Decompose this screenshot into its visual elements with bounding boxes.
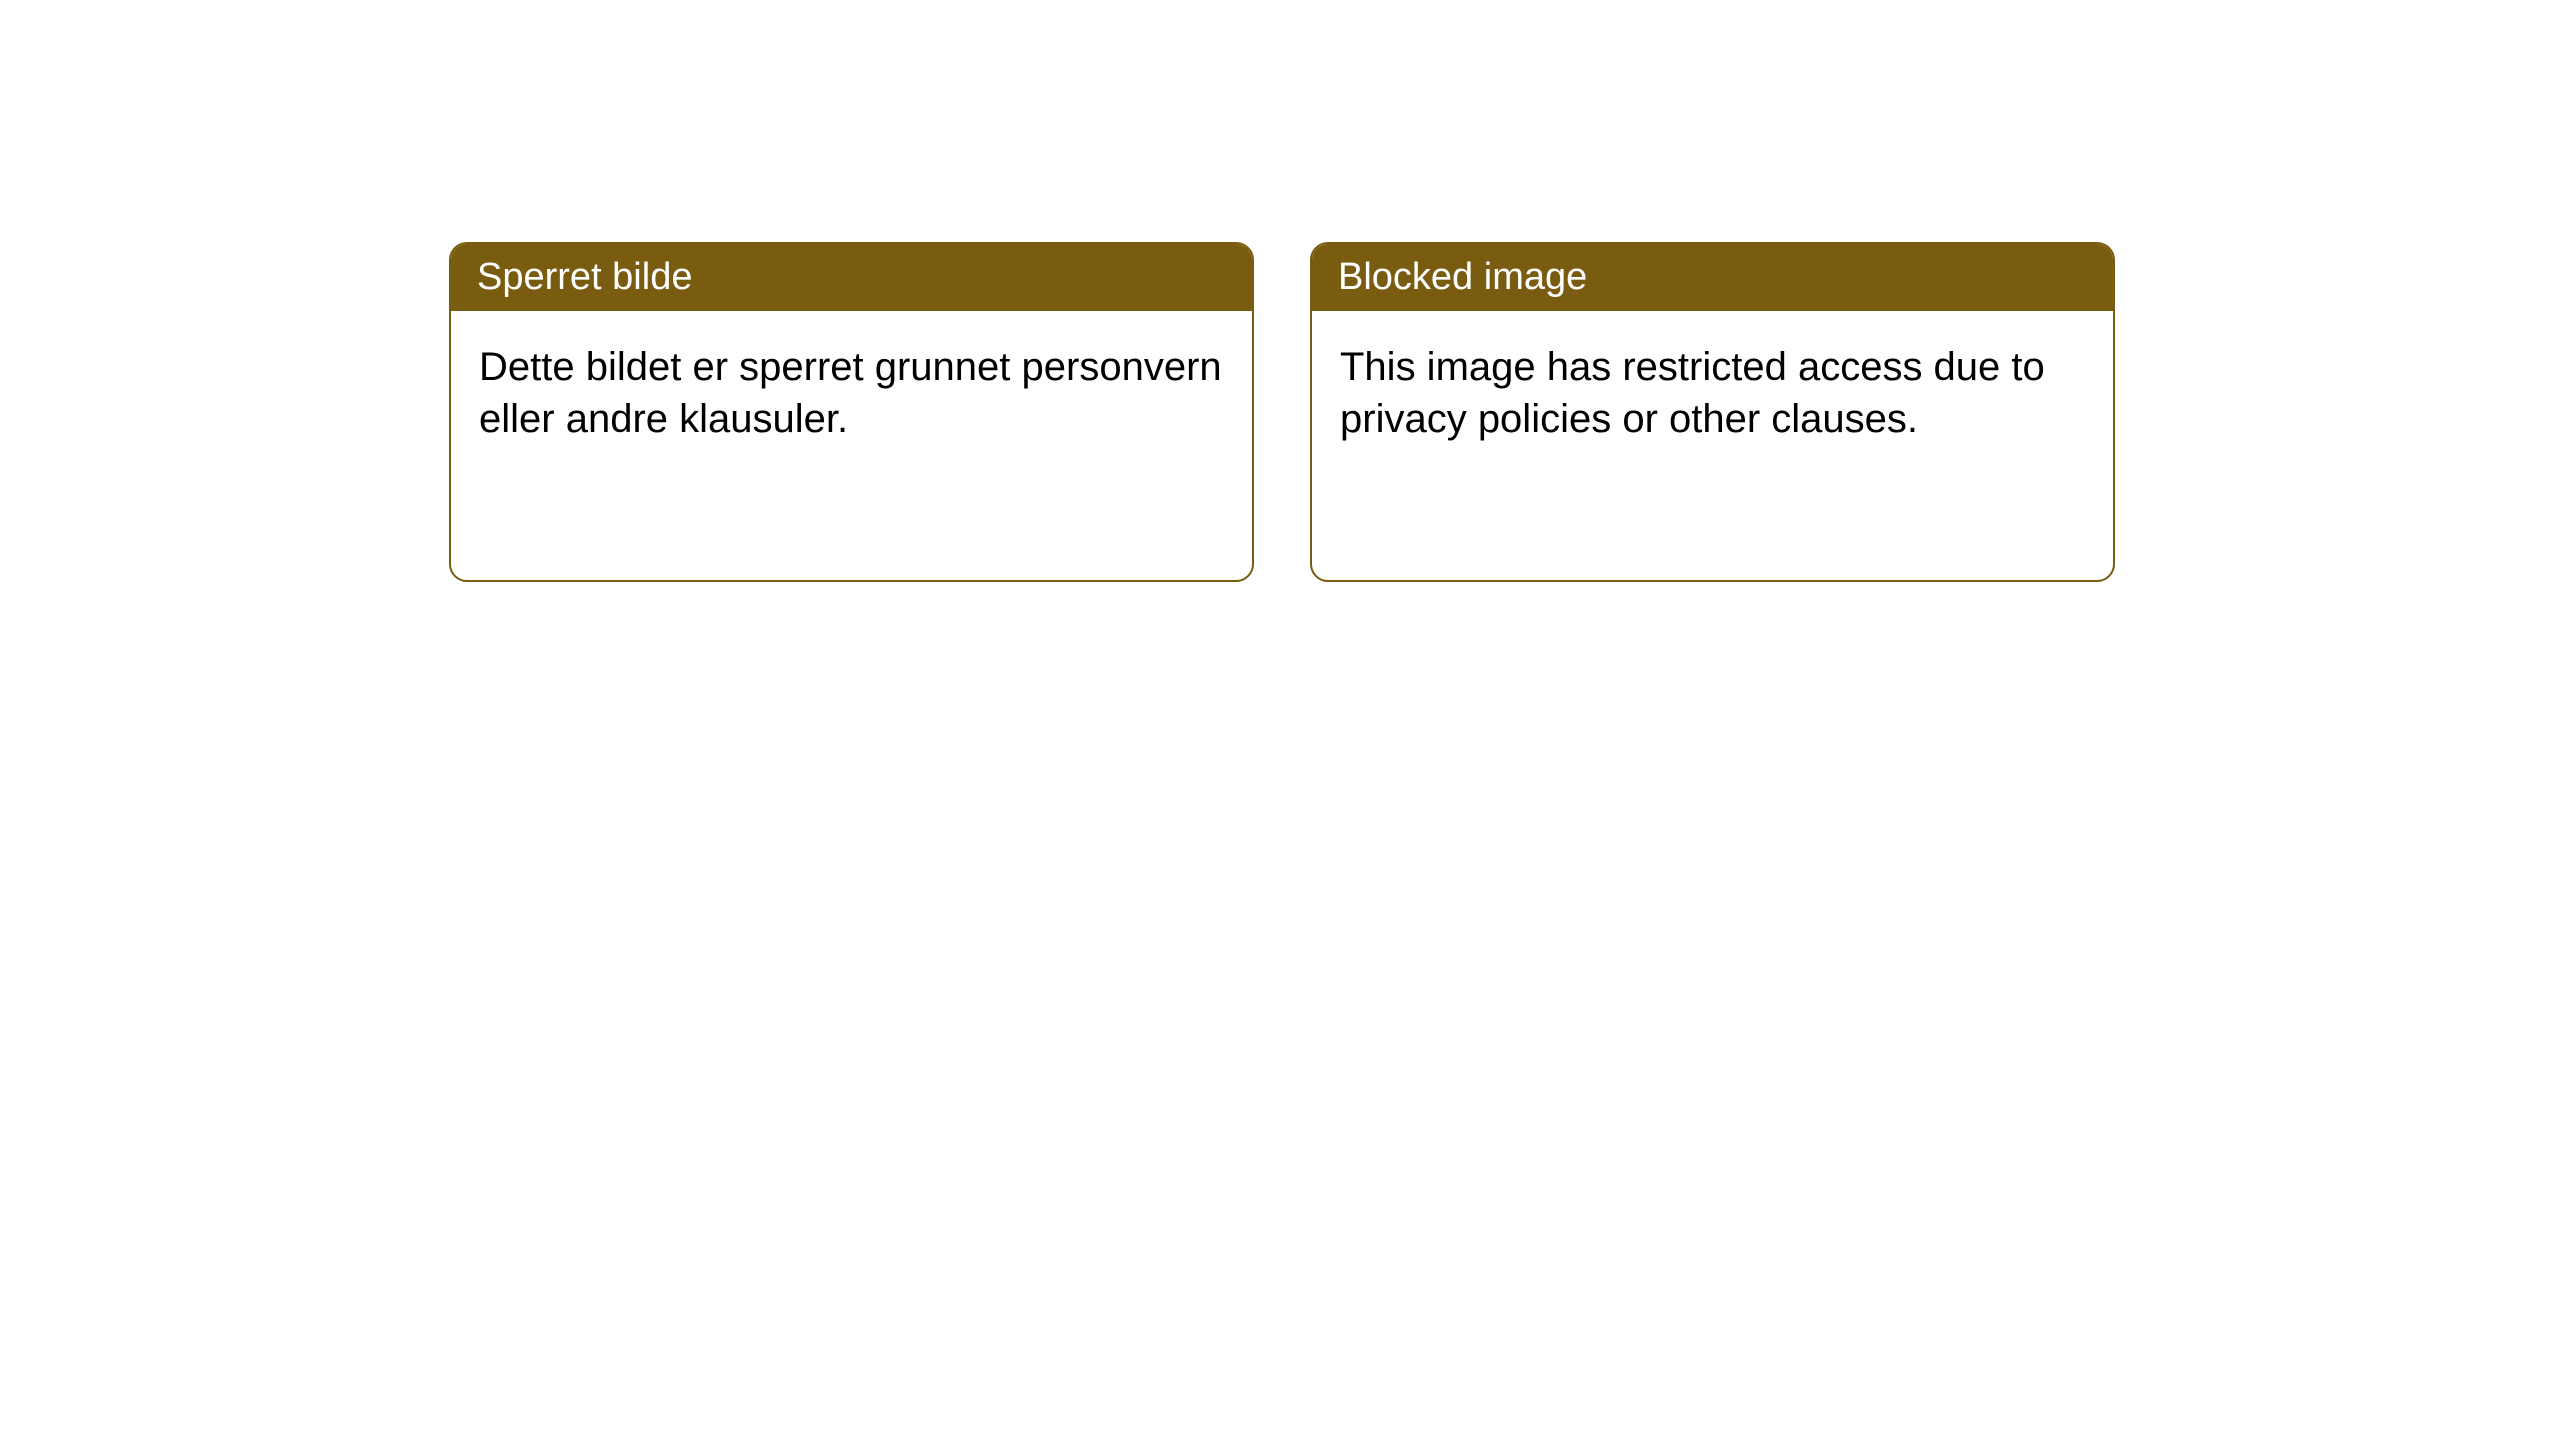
panel-container: Sperret bilde Dette bildet er sperret gr…	[449, 242, 2115, 582]
panel-body: This image has restricted access due to …	[1312, 311, 2113, 475]
panel-body-text: This image has restricted access due to …	[1340, 345, 2045, 441]
panel-body-text: Dette bildet er sperret grunnet personve…	[479, 345, 1222, 441]
panel-body: Dette bildet er sperret grunnet personve…	[451, 311, 1252, 475]
panel-title: Sperret bilde	[477, 256, 692, 298]
panel-english: Blocked image This image has restricted …	[1310, 242, 2115, 582]
panel-norwegian: Sperret bilde Dette bildet er sperret gr…	[449, 242, 1254, 582]
panel-header: Sperret bilde	[451, 244, 1252, 311]
panel-title: Blocked image	[1338, 256, 1587, 298]
panel-header: Blocked image	[1312, 244, 2113, 311]
